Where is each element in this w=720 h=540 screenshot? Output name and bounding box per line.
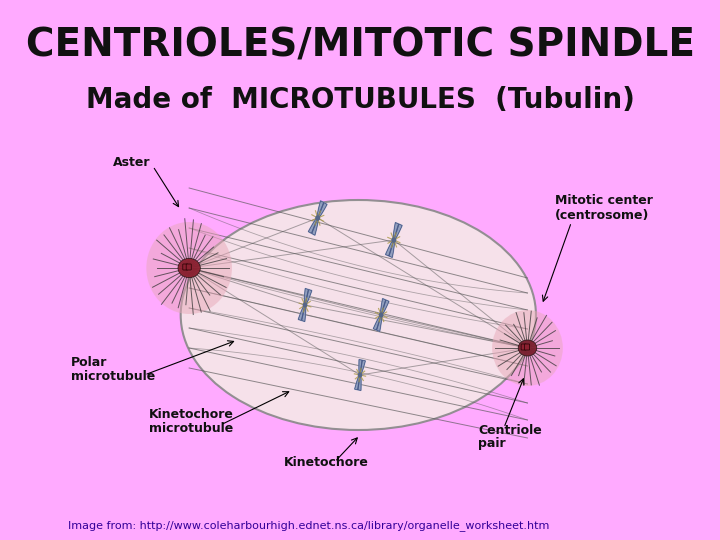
Ellipse shape: [492, 310, 563, 386]
Polygon shape: [377, 315, 382, 332]
Polygon shape: [393, 222, 398, 240]
Polygon shape: [390, 240, 395, 258]
Polygon shape: [305, 289, 312, 305]
FancyBboxPatch shape: [183, 264, 188, 270]
Polygon shape: [360, 360, 365, 375]
Polygon shape: [308, 218, 318, 233]
Text: Image from: http://www.coleharbourhigh.ednet.ns.ca/library/organelle_worksheet.h: Image from: http://www.coleharbourhigh.e…: [68, 521, 549, 531]
Polygon shape: [318, 202, 327, 218]
Polygon shape: [359, 360, 362, 375]
Text: (centrosome): (centrosome): [554, 208, 649, 221]
Polygon shape: [318, 201, 323, 218]
FancyBboxPatch shape: [521, 344, 526, 350]
Circle shape: [303, 303, 307, 307]
Polygon shape: [382, 300, 389, 315]
Polygon shape: [385, 240, 394, 256]
Text: Polar: Polar: [71, 355, 107, 368]
Ellipse shape: [146, 222, 232, 314]
Text: microtubule: microtubule: [71, 369, 155, 382]
Polygon shape: [381, 299, 385, 315]
Polygon shape: [312, 218, 318, 235]
Ellipse shape: [518, 340, 537, 356]
Polygon shape: [374, 315, 381, 330]
Text: Mitotic center: Mitotic center: [554, 193, 652, 206]
Text: Made of  MICROTUBULES  (Tubulin): Made of MICROTUBULES (Tubulin): [86, 86, 634, 114]
Ellipse shape: [181, 200, 536, 430]
Polygon shape: [394, 224, 402, 240]
Ellipse shape: [178, 259, 200, 278]
Circle shape: [392, 238, 395, 242]
FancyBboxPatch shape: [524, 344, 530, 350]
Text: CENTRIOLES/MITOTIC SPINDLE: CENTRIOLES/MITOTIC SPINDLE: [25, 26, 695, 64]
Circle shape: [379, 313, 383, 317]
Text: microtubule: microtubule: [148, 422, 233, 435]
Circle shape: [316, 216, 320, 220]
FancyBboxPatch shape: [186, 264, 192, 270]
Text: Kinetochore: Kinetochore: [284, 456, 369, 469]
Polygon shape: [305, 288, 308, 305]
Polygon shape: [302, 305, 306, 321]
Circle shape: [359, 373, 361, 377]
Polygon shape: [298, 305, 305, 320]
Text: Aster: Aster: [113, 156, 150, 168]
Text: pair: pair: [478, 437, 506, 450]
Polygon shape: [355, 375, 360, 390]
Polygon shape: [358, 375, 361, 390]
Text: Kinetochore: Kinetochore: [148, 408, 233, 422]
Text: Centriole: Centriole: [478, 423, 542, 436]
